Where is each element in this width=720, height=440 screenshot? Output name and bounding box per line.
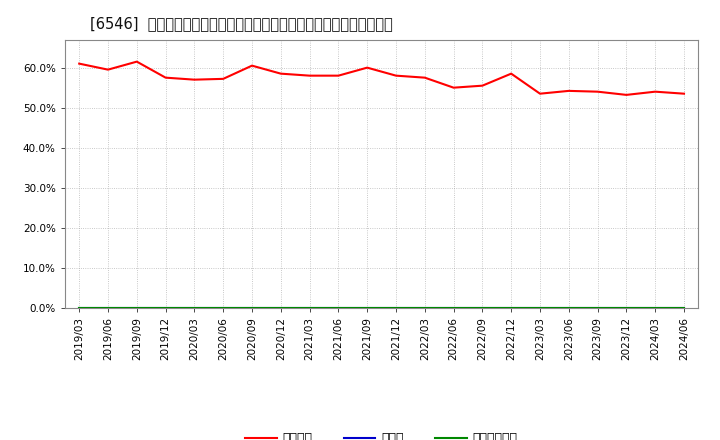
繰延税金資産: [622, 305, 631, 311]
繰延税金資産: [276, 305, 285, 311]
自己資本: [593, 89, 602, 94]
のれん: [248, 305, 256, 311]
自己資本: [219, 76, 228, 81]
繰延税金資産: [305, 305, 314, 311]
自己資本: [132, 59, 141, 64]
繰延税金資産: [334, 305, 343, 311]
繰延税金資産: [104, 305, 112, 311]
自己資本: [420, 75, 429, 80]
のれん: [190, 305, 199, 311]
自己資本: [622, 92, 631, 98]
自己資本: [363, 65, 372, 70]
のれん: [593, 305, 602, 311]
繰延税金資産: [507, 305, 516, 311]
のれん: [449, 305, 458, 311]
のれん: [622, 305, 631, 311]
繰延税金資産: [593, 305, 602, 311]
のれん: [392, 305, 400, 311]
自己資本: [276, 71, 285, 76]
自己資本: [75, 61, 84, 66]
のれん: [651, 305, 660, 311]
Legend: 自己資本, のれん, 繰延税金資産: 自己資本, のれん, 繰延税金資産: [240, 427, 523, 440]
繰延税金資産: [449, 305, 458, 311]
繰延税金資産: [651, 305, 660, 311]
自己資本: [104, 67, 112, 72]
自己資本: [392, 73, 400, 78]
のれん: [75, 305, 84, 311]
のれん: [564, 305, 573, 311]
繰延税金資産: [392, 305, 400, 311]
自己資本: [507, 71, 516, 76]
のれん: [334, 305, 343, 311]
のれん: [478, 305, 487, 311]
のれん: [363, 305, 372, 311]
繰延税金資産: [564, 305, 573, 311]
のれん: [305, 305, 314, 311]
自己資本: [305, 73, 314, 78]
のれん: [507, 305, 516, 311]
繰延税金資産: [161, 305, 170, 311]
のれん: [104, 305, 112, 311]
自己資本: [161, 75, 170, 80]
のれん: [420, 305, 429, 311]
自己資本: [334, 73, 343, 78]
繰延税金資産: [680, 305, 688, 311]
のれん: [161, 305, 170, 311]
のれん: [680, 305, 688, 311]
繰延税金資産: [478, 305, 487, 311]
自己資本: [651, 89, 660, 94]
のれん: [132, 305, 141, 311]
のれん: [219, 305, 228, 311]
繰延税金資産: [132, 305, 141, 311]
自己資本: [478, 83, 487, 88]
自己資本: [190, 77, 199, 82]
自己資本: [248, 63, 256, 68]
自己資本: [536, 91, 544, 96]
繰延税金資産: [536, 305, 544, 311]
自己資本: [564, 88, 573, 94]
Text: [6546]  自己資本、のれん、繰延税金資産の総資産に対する比率の推移: [6546] 自己資本、のれん、繰延税金資産の総資産に対する比率の推移: [90, 16, 393, 32]
繰延税金資産: [75, 305, 84, 311]
Line: 自己資本: 自己資本: [79, 62, 684, 95]
繰延税金資産: [190, 305, 199, 311]
繰延税金資産: [420, 305, 429, 311]
繰延税金資産: [248, 305, 256, 311]
自己資本: [680, 91, 688, 96]
のれん: [536, 305, 544, 311]
自己資本: [449, 85, 458, 90]
のれん: [276, 305, 285, 311]
繰延税金資産: [219, 305, 228, 311]
繰延税金資産: [363, 305, 372, 311]
